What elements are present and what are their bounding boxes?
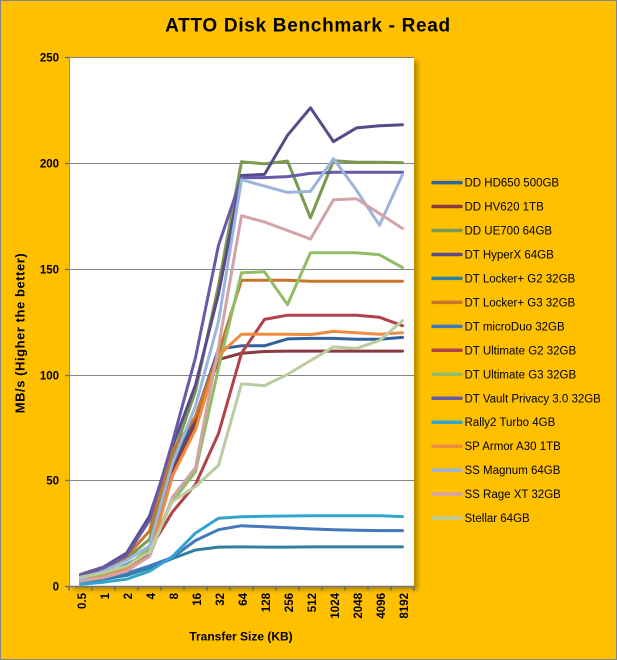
svg-text:SS Rage XT 32GB: SS Rage XT 32GB (465, 489, 562, 501)
svg-text:200: 200 (40, 159, 59, 171)
svg-text:128: 128 (261, 592, 273, 612)
svg-text:DT Vault Privacy 3.0 32GB: DT Vault Privacy 3.0 32GB (465, 393, 602, 405)
svg-text:150: 150 (40, 265, 59, 277)
svg-text:DT microDuo 32GB: DT microDuo 32GB (465, 321, 565, 333)
svg-text:1024: 1024 (330, 592, 342, 618)
svg-text:256: 256 (284, 593, 296, 612)
svg-text:16: 16 (192, 593, 204, 606)
svg-text:ATTO Disk Benchmark - Read: ATTO Disk Benchmark - Read (165, 16, 451, 37)
svg-text:250: 250 (40, 53, 59, 65)
svg-text:8192: 8192 (399, 593, 411, 619)
svg-text:2: 2 (123, 593, 135, 599)
svg-text:DT HyperX 64GB: DT HyperX 64GB (465, 250, 555, 262)
svg-text:Stellar 64GB: Stellar 64GB (465, 513, 531, 525)
svg-text:DD HD650 500GB: DD HD650 500GB (465, 178, 560, 190)
svg-text:MB/s (Higher the better): MB/s (Higher the better) (13, 253, 28, 414)
svg-text:DT Ultimate G2 32GB: DT Ultimate G2 32GB (465, 345, 577, 357)
svg-text:512: 512 (307, 593, 319, 612)
svg-text:50: 50 (46, 476, 59, 488)
svg-text:4096: 4096 (376, 593, 388, 619)
svg-text:SP Armor A30 1TB: SP Armor A30 1TB (465, 441, 562, 453)
svg-text:DD UE700 64GB: DD UE700 64GB (465, 226, 553, 238)
svg-text:1: 1 (100, 592, 112, 599)
svg-text:100: 100 (40, 371, 59, 383)
svg-text:32: 32 (215, 593, 227, 606)
svg-text:DD HV620 1TB: DD HV620 1TB (465, 202, 545, 214)
svg-text:4: 4 (146, 592, 158, 599)
svg-text:DT Ultimate G3 32GB: DT Ultimate G3 32GB (465, 369, 577, 381)
svg-text:64: 64 (238, 592, 250, 605)
svg-text:DT Locker+ G3 32GB: DT Locker+ G3 32GB (465, 297, 576, 309)
svg-text:2048: 2048 (353, 592, 365, 618)
svg-text:0.5: 0.5 (77, 592, 89, 609)
svg-text:SS Magnum 64GB: SS Magnum 64GB (465, 465, 561, 477)
svg-text:8: 8 (169, 592, 181, 599)
svg-text:0: 0 (53, 582, 59, 594)
svg-text:Transfer Size (KB): Transfer Size (KB) (189, 630, 292, 644)
svg-text:Rally2 Turbo 4GB: Rally2 Turbo 4GB (465, 417, 556, 429)
svg-text:DT Locker+ G2 32GB: DT Locker+ G2 32GB (465, 273, 576, 285)
